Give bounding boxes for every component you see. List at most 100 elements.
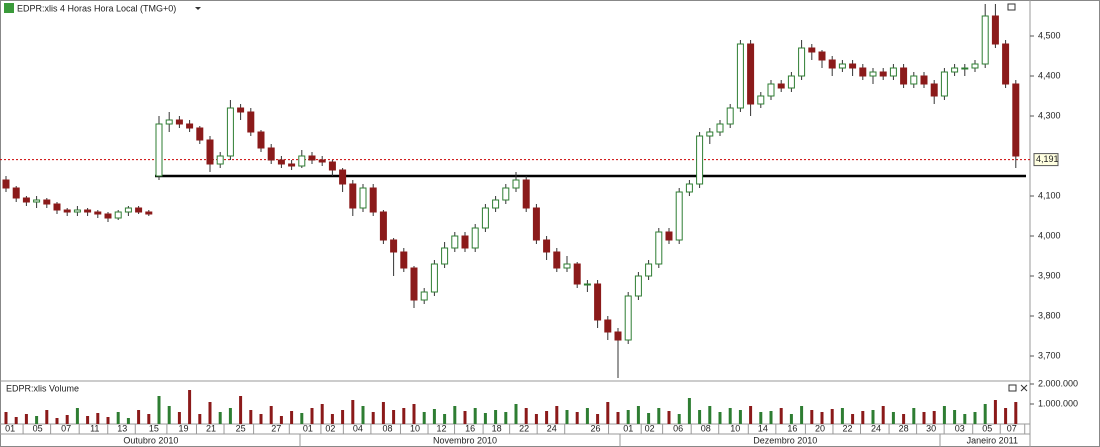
maximize-button[interactable] (1007, 3, 1016, 11)
candle-body (767, 83, 775, 97)
y-tick-label: 3,800 (1038, 310, 1061, 320)
volume-bar (647, 413, 651, 424)
candle-body (277, 159, 285, 165)
x-tick-label: 30 (926, 423, 936, 433)
maximize-button[interactable] (1008, 384, 1017, 392)
x-tick-label: 27 (271, 423, 281, 433)
volume-bar (351, 400, 355, 424)
x-tick-label: 21 (206, 423, 216, 433)
x-tick-label: 11 (90, 423, 99, 433)
candle-body (614, 331, 622, 341)
x-tick-label: 28 (899, 423, 909, 433)
x-tick-label: 04 (353, 423, 363, 433)
volume-bar (504, 412, 508, 424)
candle-body (532, 207, 540, 241)
volume-bar (820, 412, 824, 424)
x-tick-label: 16 (465, 423, 475, 433)
x-tick-label: 16 (787, 423, 797, 433)
candle-body (492, 199, 500, 209)
candle-body (747, 43, 755, 105)
x-tick-label: 26 (591, 423, 601, 433)
volume-bar (881, 406, 885, 424)
candle-body (349, 183, 357, 209)
candle-body (1002, 43, 1010, 85)
candle-body (818, 51, 826, 61)
volume-bar (953, 410, 957, 424)
volume-bar (402, 408, 406, 424)
candle-body (22, 197, 30, 203)
candle-body (12, 187, 20, 199)
volume-bar (35, 416, 39, 424)
candle-body (563, 263, 571, 269)
candle-body (135, 207, 143, 213)
volume-bar (749, 406, 753, 424)
volume-bar (789, 414, 793, 424)
y-tick-label: 3,700 (1038, 350, 1061, 360)
x-tick-label: 08 (701, 423, 711, 433)
dropdown-arrow[interactable] (195, 7, 201, 10)
x-tick-label: 10 (410, 423, 420, 433)
month-label: Janeiro 2011 (967, 435, 1018, 445)
volume-bar (483, 413, 487, 424)
volume-bar (75, 408, 79, 424)
x-tick-label: 12 (437, 423, 447, 433)
volume-bar (534, 414, 538, 424)
candle-body (53, 203, 61, 211)
volume-bar (667, 411, 671, 424)
volume-bar (606, 402, 610, 424)
candle-body (481, 207, 489, 229)
candle-body (940, 71, 948, 97)
candle-body (736, 43, 744, 109)
y-tick-label: 4,300 (1038, 110, 1061, 120)
x-tick-label: 03 (955, 423, 965, 433)
volume-bar (677, 414, 681, 424)
volume-bar (188, 390, 192, 424)
candle-body (971, 63, 979, 69)
candle-body (828, 59, 836, 69)
volume-bar (1004, 408, 1008, 424)
x-tick-label: 05 (982, 423, 992, 433)
candle-body (145, 211, 153, 215)
volume-bar (463, 411, 467, 424)
volume-bar (861, 411, 865, 424)
candle-body (328, 161, 336, 171)
x-tick-label: 25 (236, 423, 246, 433)
x-tick-label: 02 (325, 423, 335, 433)
volume-bar (341, 410, 345, 424)
candle-body (859, 67, 867, 77)
volume-bar (167, 406, 171, 424)
volume-bar (177, 412, 181, 424)
close-button[interactable] (1020, 384, 1028, 392)
candle-body (33, 199, 41, 203)
candle-body (502, 187, 510, 201)
candle-body (869, 71, 877, 77)
candle-body (257, 131, 265, 149)
volume-bar (891, 412, 895, 424)
candle-body (726, 107, 734, 125)
x-tick-label: 08 (382, 423, 392, 433)
candle-body (165, 119, 173, 125)
volume-bar (330, 414, 334, 424)
volume-bar (381, 402, 385, 424)
volume-bar (983, 404, 987, 424)
candle-body (634, 275, 642, 297)
x-tick-label: 07 (1007, 423, 1017, 433)
volume-bar (14, 417, 18, 424)
x-tick-label: 24 (871, 423, 881, 433)
x-tick-label: 07 (61, 423, 71, 433)
volume-bar (840, 408, 844, 424)
candle-body (951, 67, 959, 73)
y-tick-label: 4,500 (1038, 30, 1061, 40)
volume-title: EDPR:xlis Volume (6, 383, 79, 393)
volume-bar (96, 413, 100, 424)
candle-body (991, 15, 999, 45)
volume-bar (320, 404, 324, 424)
x-tick-label: 02 (645, 423, 655, 433)
volume-bar (810, 410, 814, 424)
x-tick-label: 22 (519, 423, 529, 433)
volume-bar (473, 408, 477, 424)
candle-body (910, 75, 918, 85)
last-price-label: 4,191 (1036, 154, 1059, 164)
volume-bar (942, 406, 946, 424)
candle-body (124, 207, 132, 213)
